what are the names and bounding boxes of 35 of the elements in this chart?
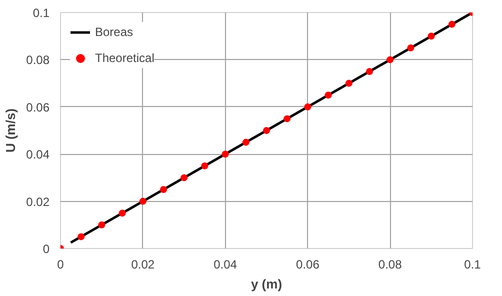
point	[366, 68, 373, 75]
y-tick-label: 0.1	[32, 6, 50, 20]
point	[201, 162, 208, 170]
x-axis-title: y (m)	[250, 276, 282, 292]
point	[304, 103, 312, 110]
legend-label: Boreas	[95, 25, 134, 39]
x-tick-label: 0.1	[464, 258, 482, 272]
y-tick-label: 0.04	[26, 148, 50, 162]
x-tick-label: 0	[57, 258, 64, 272]
point	[345, 80, 352, 87]
y-tick-label: 0.06	[26, 100, 50, 114]
y-tick-label: 0.08	[26, 53, 50, 68]
point	[386, 56, 394, 64]
point	[78, 233, 85, 240]
point	[407, 44, 414, 52]
point	[222, 150, 229, 158]
point	[242, 138, 250, 146]
legend-label: Theoretical	[95, 51, 154, 65]
point	[160, 186, 167, 193]
point	[263, 127, 270, 134]
y-axis-title: U (m/s)	[3, 108, 18, 153]
point	[324, 92, 332, 99]
y-tick-label: 0.02	[26, 194, 50, 209]
point	[180, 174, 188, 182]
x-tick-label: 0.04	[214, 258, 238, 272]
x-tick-label: 0.08	[378, 258, 402, 272]
point	[428, 32, 435, 40]
point	[139, 198, 146, 205]
point	[98, 221, 106, 228]
y-tick-label: 0	[42, 242, 50, 256]
point	[118, 210, 126, 217]
x-tick-label: 0.06	[296, 258, 320, 272]
point	[284, 115, 291, 122]
x-tick-label: 0.02	[131, 258, 155, 272]
point	[448, 20, 456, 28]
